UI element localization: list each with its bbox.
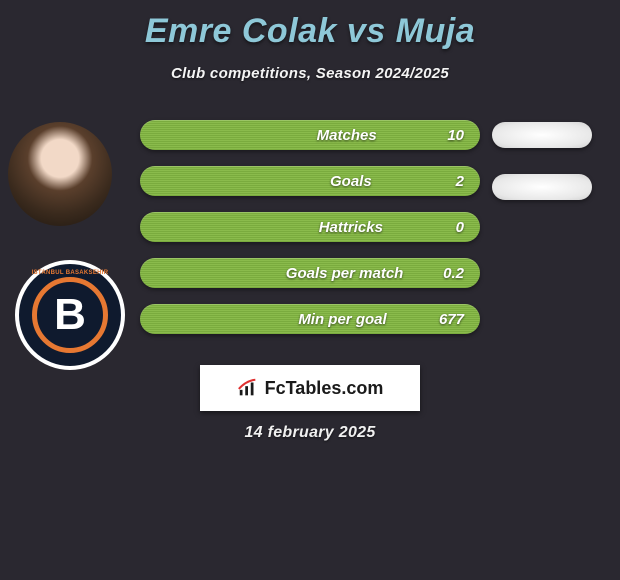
stat-value: 677 — [439, 311, 464, 328]
club-badge: ISTANBUL BASAKSEHIR B — [15, 260, 125, 370]
stat-pill: Goals per match 0.2 — [140, 258, 480, 288]
right-pill — [492, 122, 592, 148]
stat-value: 0.2 — [443, 265, 464, 282]
stat-label: Goals per match — [156, 265, 443, 282]
stat-label: Min per goal — [156, 311, 439, 328]
right-pill — [492, 174, 592, 200]
stat-row-hattricks: Hattricks 0 — [140, 212, 480, 242]
stat-row-mpg: Min per goal 677 — [140, 304, 480, 334]
stat-label: Goals — [156, 173, 456, 190]
stats-bars: Matches 10 Goals 2 Hattricks 0 Goals per… — [140, 120, 480, 350]
stat-row-gpm: Goals per match 0.2 — [140, 258, 480, 288]
fctables-logo-text: FcTables.com — [265, 378, 384, 399]
stat-row-goals: Goals 2 — [140, 166, 480, 196]
page-title: Emre Colak vs Muja — [0, 0, 620, 51]
right-pills — [492, 122, 592, 226]
stat-value: 0 — [456, 219, 464, 236]
stat-label: Hattricks — [156, 219, 456, 236]
stat-value: 2 — [456, 173, 464, 190]
date-text: 14 february 2025 — [0, 424, 620, 442]
stat-pill: Matches 10 — [140, 120, 480, 150]
fctables-logo: FcTables.com — [200, 365, 420, 411]
club-badge-topline: ISTANBUL BASAKSEHIR — [19, 270, 121, 276]
club-badge-letter: B — [32, 277, 108, 353]
stat-label: Matches — [156, 127, 447, 144]
player-avatar — [8, 122, 112, 226]
stat-row-matches: Matches 10 — [140, 120, 480, 150]
chart-icon — [237, 377, 259, 399]
stat-pill: Min per goal 677 — [140, 304, 480, 334]
stat-pill: Hattricks 0 — [140, 212, 480, 242]
stat-pill: Goals 2 — [140, 166, 480, 196]
subtitle: Club competitions, Season 2024/2025 — [0, 65, 620, 82]
stat-value: 10 — [447, 127, 464, 144]
